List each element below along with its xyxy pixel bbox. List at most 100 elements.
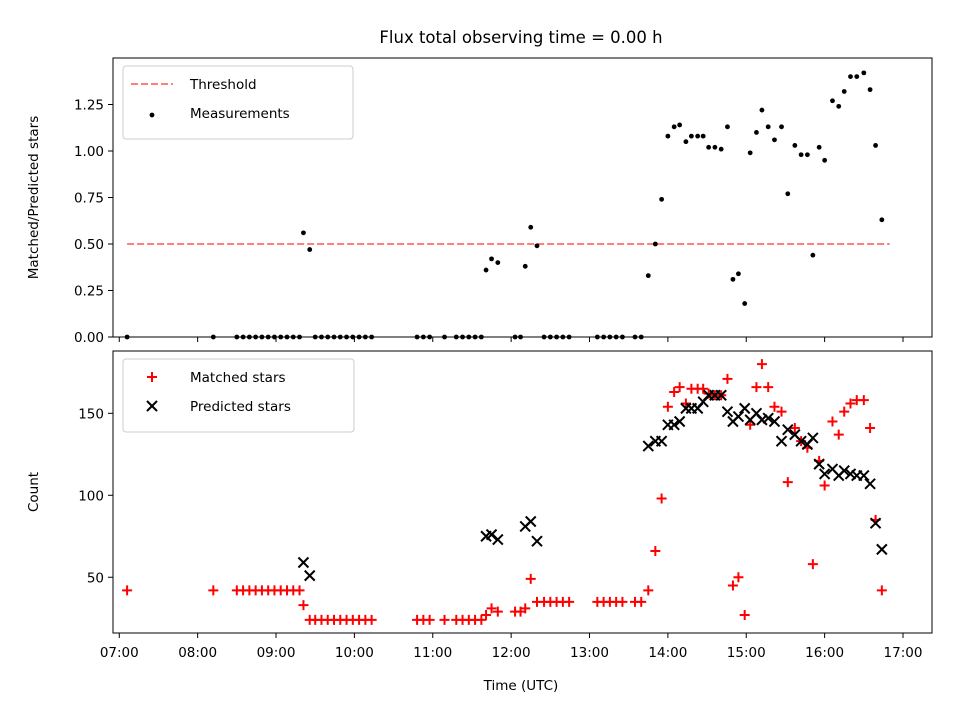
matched-point [481, 609, 492, 620]
measurement-point [700, 133, 706, 139]
x-tick-label: 12:00 [492, 645, 531, 661]
y-tick-label: 1.25 [74, 98, 104, 114]
matched-point [476, 614, 487, 625]
measurement-point [730, 276, 736, 282]
matched-point [617, 596, 628, 607]
measurement-point [792, 143, 798, 148]
predicted-point [304, 569, 316, 582]
predicted-point [531, 535, 543, 547]
x-tick-label: 13:00 [570, 645, 609, 661]
y-tick-label: 100 [78, 488, 104, 504]
measurement-point [879, 217, 885, 223]
legend-label: Matched stars [190, 370, 286, 386]
matched-point [525, 573, 536, 584]
matched-point [643, 585, 654, 596]
measurement-point [854, 74, 860, 79]
measurement-point [659, 196, 665, 202]
x-tick-label: 16:00 [805, 645, 844, 661]
matched-point [839, 406, 850, 417]
predicted-point [838, 464, 850, 477]
legend: Threshold Measurements [122, 65, 354, 140]
x-tick-label: 15:00 [727, 645, 766, 661]
matched-point [674, 382, 685, 393]
matched-point [439, 614, 450, 625]
matched-point [722, 373, 733, 384]
measurement-point [861, 70, 867, 76]
measurement-point [816, 144, 822, 150]
measurement-point [830, 98, 835, 104]
legend-label: Threshold [189, 77, 257, 93]
x-tick-label: 14:00 [648, 645, 687, 661]
legend-label: Predicted stars [190, 399, 291, 415]
matched-point [564, 596, 575, 607]
measurement-point [695, 133, 701, 139]
matched-point [751, 382, 762, 393]
measurement-point [528, 224, 534, 230]
measurement-point [688, 133, 694, 139]
predicted-point [858, 469, 870, 482]
legend-box [122, 358, 355, 433]
predicted-point [721, 405, 734, 418]
matched-point [827, 416, 838, 427]
measurement-point [489, 256, 494, 262]
matched-point [486, 603, 497, 614]
measurement-point [759, 107, 765, 113]
predicted-point [525, 515, 537, 528]
legend-label: Measurements [190, 106, 290, 122]
matched-point [865, 423, 876, 434]
matched-point [819, 480, 830, 491]
x-axis-label: Time (UTC) [483, 678, 559, 694]
measurement-point [307, 247, 313, 252]
legend-matched-swatch [147, 372, 157, 382]
x-tick-label: 08:00 [178, 645, 217, 661]
matched-point [845, 398, 856, 409]
matched-point [650, 546, 661, 557]
predicted-point [673, 415, 686, 428]
measurement-point [867, 87, 873, 93]
matched-point [366, 614, 377, 625]
matched-point [698, 383, 709, 394]
matched-point [656, 493, 667, 504]
measurement-point [747, 150, 753, 156]
matched-point [669, 386, 680, 397]
matched-point [733, 572, 744, 583]
y-tick-label: 150 [78, 406, 104, 422]
measurement-point [754, 130, 759, 135]
legend-measurement-swatch [149, 112, 155, 118]
matched-point [769, 401, 780, 412]
matched-point [208, 585, 219, 596]
measurement-point [483, 267, 489, 273]
measurement-point [765, 124, 771, 130]
matched-point [789, 423, 800, 434]
measurement-point [836, 103, 842, 109]
predicted-point [738, 402, 751, 415]
ratio-panel: 0.00 0.25 0.50 0.75 1.00 1.25 Matched/Predicte… [26, 57, 933, 346]
y-tick-label: 0.50 [74, 237, 104, 253]
matched-point [876, 585, 887, 596]
predicted-point [715, 389, 727, 401]
matched-point [756, 359, 767, 370]
x-tick-label: 17:00 [884, 645, 923, 661]
matched-point [782, 477, 793, 488]
chart-title: Flux total observing time = 0.00 h [379, 28, 662, 47]
matched-point [807, 559, 818, 570]
matched-point [833, 429, 844, 440]
predicted-point [655, 435, 668, 447]
measurement-point [822, 157, 828, 163]
measurement-point [810, 252, 816, 258]
predicted-point [869, 517, 882, 529]
measurement-point [798, 152, 804, 158]
legend-predicted-swatch [146, 400, 158, 412]
predicted-point [762, 412, 774, 424]
x-tick-label: 11:00 [413, 645, 452, 661]
y-tick-label: 0.75 [74, 191, 104, 207]
matched-point [739, 609, 750, 620]
count-panel: 07:00 08:00 09:00 10:00 11:00 12:00 13:00 14:00… [26, 350, 933, 661]
predicted-point [492, 533, 504, 546]
measurement-point [772, 137, 777, 143]
measurement-point [652, 241, 658, 247]
predicted-point [876, 543, 888, 556]
predicted-point [775, 435, 788, 447]
measurement-point [785, 191, 791, 197]
predicted-point [795, 435, 807, 447]
